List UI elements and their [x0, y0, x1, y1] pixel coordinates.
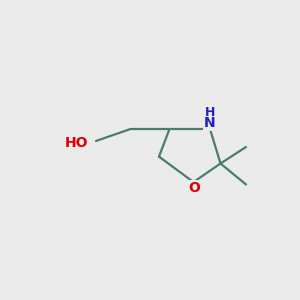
Text: N: N: [204, 116, 216, 130]
Text: HO: HO: [65, 136, 88, 150]
Text: O: O: [188, 181, 200, 195]
Text: H: H: [205, 106, 215, 119]
